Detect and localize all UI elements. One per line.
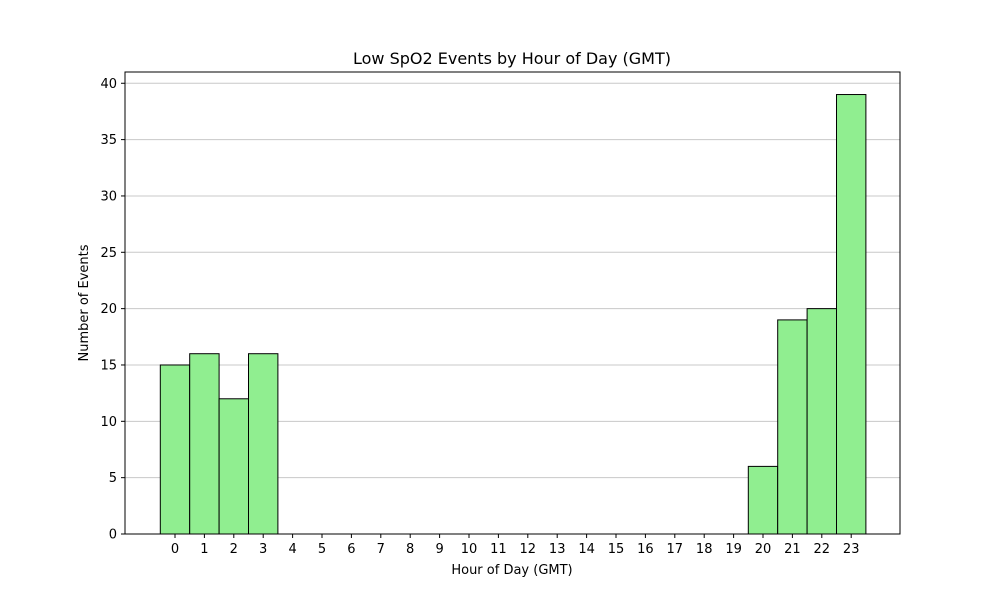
x-tick-label: 2 [230, 542, 238, 557]
y-tick-label: 30 [100, 189, 117, 204]
bar [836, 94, 867, 535]
y-tick-label: 20 [100, 302, 117, 317]
x-tick-label: 8 [406, 542, 414, 557]
x-tick-label: 4 [288, 542, 296, 557]
x-tick-label: 14 [578, 542, 595, 557]
x-tick-label: 22 [814, 542, 831, 557]
bars [159, 94, 867, 535]
y-tick-label: 15 [100, 358, 117, 373]
x-tick-label: 21 [784, 542, 801, 557]
x-tick-label: 23 [843, 542, 860, 557]
x-axis: 0 1 2 3 4 5 6 7 8 9 10 11 12 13 14 15 16 17 18 19 20 21 22 23 [171, 534, 860, 557]
bar [806, 308, 837, 535]
y-tick-label: 5 [109, 471, 117, 486]
y-axis: 0 5 10 15 20 25 30 35 40 [100, 77, 125, 543]
y-tick-label: 25 [100, 246, 117, 261]
y-tick-label: 40 [100, 77, 117, 92]
chart-title: Low SpO2 Events by Hour of Day (GMT) [353, 49, 671, 68]
y-tick-label: 0 [109, 528, 117, 543]
x-tick-label: 18 [696, 542, 713, 557]
x-tick-label: 11 [490, 542, 507, 557]
bar [248, 353, 279, 535]
x-tick-label: 13 [549, 542, 566, 557]
x-tick-label: 20 [755, 542, 772, 557]
y-tick-label: 10 [100, 415, 117, 430]
y-tick-label: 35 [100, 133, 117, 148]
bar [159, 364, 191, 535]
bar [747, 465, 779, 535]
plot-frame [124, 71, 901, 535]
bar [777, 319, 808, 535]
x-tick-label: 16 [637, 542, 654, 557]
x-tick-label: 9 [435, 542, 443, 557]
x-tick-label: 7 [377, 542, 385, 557]
x-tick-label: 12 [520, 542, 537, 557]
bar [189, 353, 220, 535]
x-tick-label: 0 [171, 542, 179, 557]
x-tick-label: 6 [347, 542, 355, 557]
x-tick-label: 5 [318, 542, 326, 557]
x-tick-label: 1 [200, 542, 208, 557]
x-tick-label: 15 [608, 542, 625, 557]
x-tick-label: 19 [725, 542, 742, 557]
x-tick-label: 17 [667, 542, 684, 557]
y-axis-label: Number of Events [77, 244, 92, 361]
x-axis-label: Hour of Day (GMT) [451, 563, 572, 578]
bar [218, 398, 250, 535]
x-tick-label: 10 [461, 542, 478, 557]
x-tick-label: 3 [259, 542, 267, 557]
